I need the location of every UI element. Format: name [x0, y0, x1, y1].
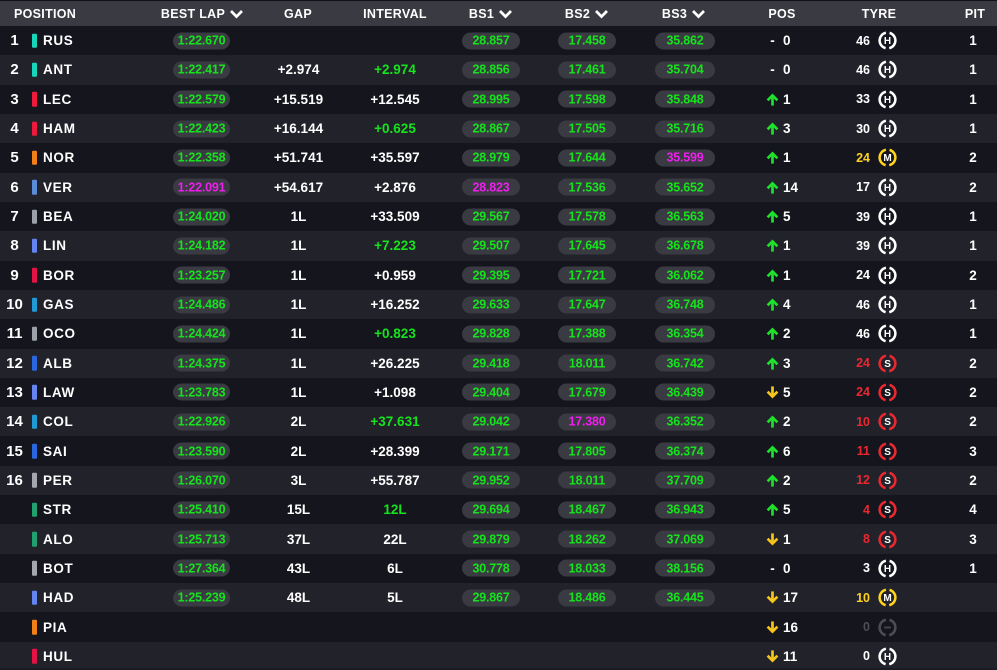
svg-text:H: H: [884, 271, 891, 282]
svg-text:H: H: [884, 329, 891, 340]
svg-text:H: H: [884, 300, 891, 311]
svg-text:S: S: [884, 359, 891, 370]
svg-text:H: H: [884, 36, 891, 47]
svg-text:M: M: [883, 593, 891, 604]
svg-text:S: S: [884, 388, 891, 399]
svg-text:S: S: [884, 417, 891, 428]
svg-text:H: H: [884, 124, 891, 135]
svg-text:S: S: [884, 476, 891, 487]
svg-text:H: H: [884, 652, 891, 663]
svg-text:H: H: [884, 241, 891, 252]
svg-text:H: H: [884, 183, 891, 194]
svg-text:H: H: [884, 95, 891, 106]
svg-text:S: S: [884, 505, 891, 516]
svg-text:S: S: [884, 535, 891, 546]
svg-text:H: H: [884, 66, 891, 77]
svg-text:H: H: [884, 564, 891, 575]
svg-text:H: H: [884, 212, 891, 223]
svg-text:M: M: [883, 154, 891, 165]
svg-text:S: S: [884, 447, 891, 458]
